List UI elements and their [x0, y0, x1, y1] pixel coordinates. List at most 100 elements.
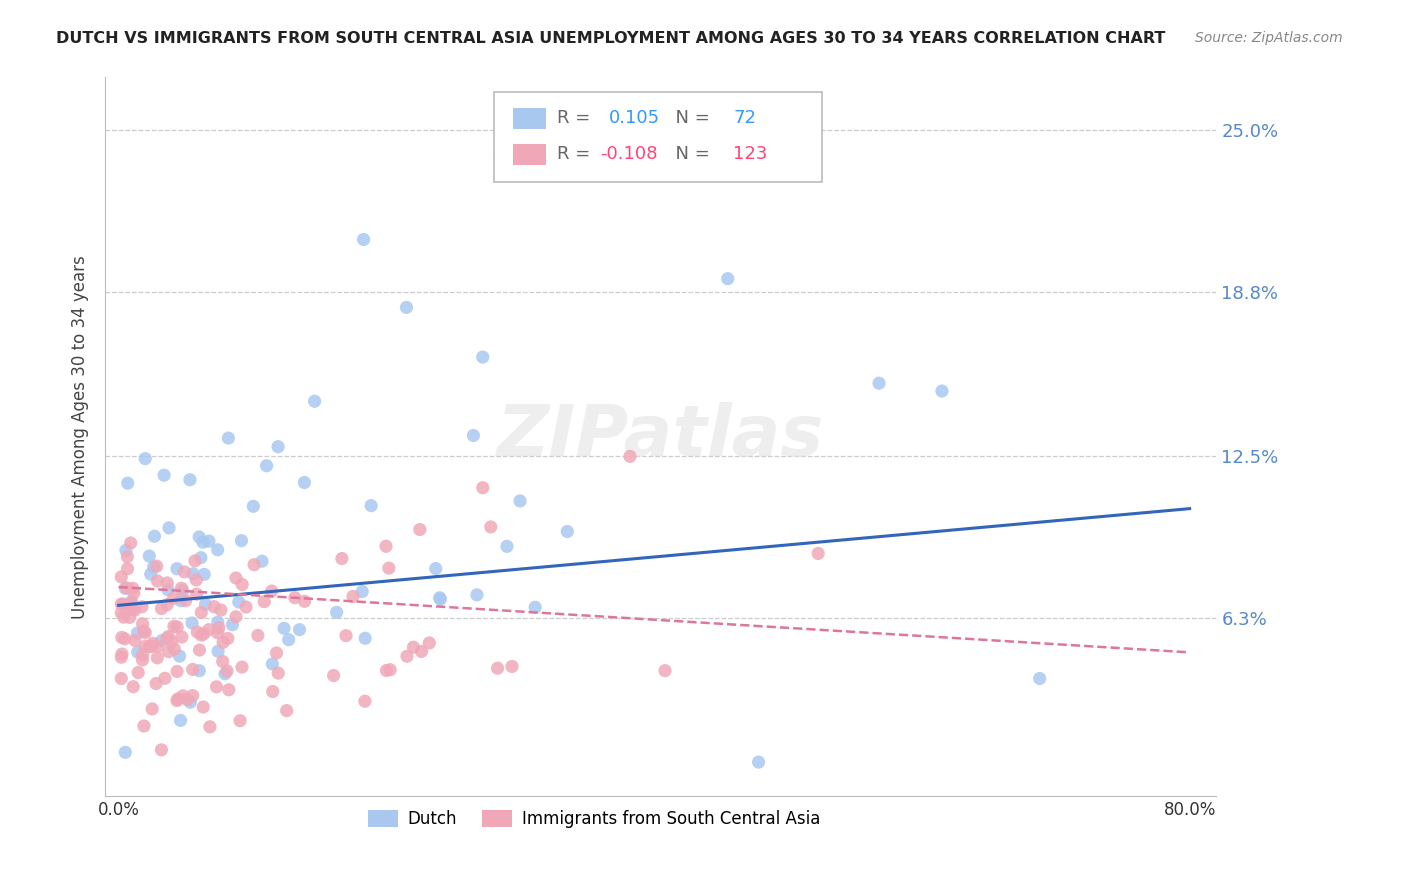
Point — [256, 458, 278, 473]
Point — [121, 582, 143, 596]
Point — [931, 384, 953, 398]
Point — [276, 704, 298, 718]
Point — [465, 588, 488, 602]
Point — [191, 535, 214, 549]
Point — [190, 550, 212, 565]
Point — [186, 587, 208, 601]
Point — [163, 642, 186, 657]
Point — [214, 666, 236, 681]
Point — [143, 529, 166, 543]
Text: R =: R = — [557, 145, 596, 163]
Point — [375, 539, 398, 553]
Point — [170, 581, 193, 595]
Point — [166, 562, 188, 576]
Point — [146, 650, 169, 665]
Point — [153, 671, 176, 685]
Point — [134, 451, 156, 466]
Point — [395, 649, 418, 664]
Point — [181, 662, 204, 676]
Point — [253, 594, 276, 608]
Point — [167, 692, 190, 706]
Point — [471, 481, 494, 495]
Point — [654, 664, 676, 678]
Point — [138, 640, 160, 654]
Point — [231, 660, 253, 674]
Point — [138, 549, 160, 563]
Point — [190, 628, 212, 642]
Point — [124, 603, 146, 617]
Point — [142, 560, 165, 574]
Point — [156, 576, 179, 591]
Point — [524, 600, 547, 615]
Point — [179, 473, 201, 487]
Point — [486, 661, 509, 675]
Point — [112, 610, 135, 624]
Point — [111, 647, 134, 661]
Point — [378, 561, 401, 575]
Point — [150, 743, 173, 757]
Point — [127, 626, 149, 640]
Point — [267, 666, 290, 681]
Point — [221, 617, 243, 632]
Point — [141, 640, 163, 654]
Point — [207, 542, 229, 557]
Point — [110, 606, 132, 620]
Point — [284, 591, 307, 605]
Point — [153, 468, 176, 483]
Point — [294, 594, 316, 608]
Point — [198, 720, 221, 734]
Point — [110, 597, 132, 611]
Point — [330, 551, 353, 566]
Point — [353, 232, 375, 246]
Point — [1028, 672, 1050, 686]
Point — [188, 530, 211, 544]
Point — [235, 599, 257, 614]
Point — [188, 643, 211, 657]
Point — [748, 755, 770, 769]
Point — [117, 549, 139, 564]
Point — [115, 543, 138, 558]
Point — [122, 680, 145, 694]
Point — [228, 595, 250, 609]
Point — [134, 640, 156, 654]
Point — [120, 598, 142, 612]
Point — [471, 350, 494, 364]
Point — [146, 640, 169, 654]
Point — [122, 586, 145, 600]
Point — [156, 598, 179, 612]
Point — [139, 567, 162, 582]
Text: 72: 72 — [733, 110, 756, 128]
Y-axis label: Unemployment Among Ages 30 to 34 years: Unemployment Among Ages 30 to 34 years — [72, 255, 89, 619]
Point — [429, 591, 451, 605]
Point — [375, 664, 398, 678]
Point — [208, 621, 231, 635]
Point — [114, 582, 136, 596]
Point — [117, 476, 139, 491]
Point — [150, 633, 173, 648]
Point — [260, 584, 283, 599]
Point — [243, 558, 266, 572]
Point — [184, 554, 207, 568]
Point — [273, 621, 295, 635]
Point — [117, 562, 139, 576]
Point — [193, 567, 215, 582]
Point — [110, 650, 132, 665]
Point — [131, 653, 153, 667]
Point — [211, 655, 233, 669]
Point — [163, 619, 186, 633]
Point — [212, 635, 235, 649]
Point — [215, 664, 238, 678]
Point — [489, 149, 512, 163]
Point — [352, 584, 374, 599]
Point — [141, 702, 163, 716]
FancyBboxPatch shape — [513, 144, 547, 165]
Point — [166, 665, 188, 679]
Point — [160, 634, 183, 648]
Text: 0.105: 0.105 — [609, 110, 659, 128]
Point — [146, 574, 169, 588]
Point — [555, 524, 578, 539]
Point — [217, 632, 239, 646]
Point — [868, 376, 890, 391]
Point — [110, 570, 132, 584]
Point — [354, 632, 377, 646]
